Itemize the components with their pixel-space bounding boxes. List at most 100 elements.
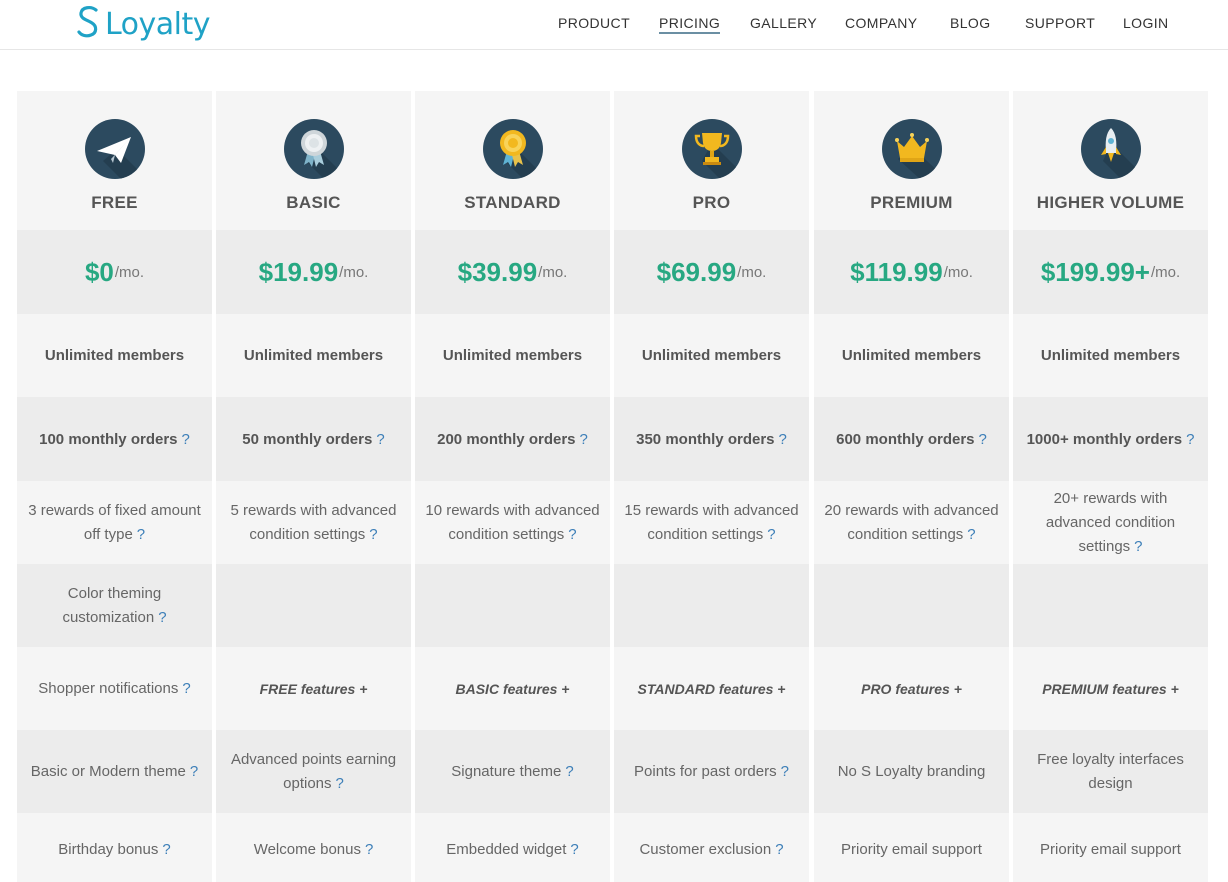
bonus-text: Embedded widget <box>446 840 567 858</box>
paper-plane-icon <box>84 119 145 179</box>
orders-cell: 200 monthly orders? <box>415 397 610 481</box>
price-period: /mo. <box>943 263 973 281</box>
members-text: Unlimited members <box>841 347 982 364</box>
rewards-text: 15 rewards with advanced condition setti… <box>624 501 799 543</box>
nav-login[interactable]: LOGIN <box>1123 15 1169 31</box>
help-icon[interactable]: ? <box>565 762 574 780</box>
price-period: /mo. <box>114 263 145 281</box>
silver-medal-icon <box>283 119 344 179</box>
help-icon[interactable]: ? <box>767 525 776 543</box>
rewards-cell: 20 rewards with advanced condition setti… <box>814 481 1009 564</box>
theming-cell <box>614 564 809 647</box>
help-icon[interactable]: ? <box>1134 537 1143 555</box>
notifications-cell: BASIC features + <box>415 647 610 730</box>
theme-text: Points for past orders <box>634 762 777 780</box>
help-icon[interactable]: ? <box>568 525 577 543</box>
help-icon[interactable]: ? <box>570 840 579 858</box>
plan-price: $19.99/mo. <box>216 230 411 314</box>
price-amount: $0 <box>84 256 114 287</box>
notifications-cell: PRO features + <box>814 647 1009 730</box>
help-icon[interactable]: ? <box>376 430 385 448</box>
orders-text: 200 monthly orders <box>437 430 576 448</box>
price-period: /mo. <box>1150 263 1181 281</box>
help-icon[interactable]: ? <box>162 840 171 858</box>
nav-pricing[interactable]: PRICING <box>659 15 721 34</box>
price-period: /mo. <box>737 263 767 281</box>
notifications-cell: PREMIUM features + <box>1013 647 1208 730</box>
pricing-table: FREE $0/mo. Unlimited members 100 monthl… <box>17 91 1209 882</box>
bonus-text: Birthday bonus <box>58 840 159 858</box>
theme-cell: Free loyalty interfaces design <box>1013 730 1208 813</box>
rewards-cell: 15 rewards with advanced condition setti… <box>614 481 809 564</box>
price-amount: $69.99 <box>656 256 737 287</box>
plan-column-standard: STANDARD $39.99/mo. Unlimited members 20… <box>415 91 610 882</box>
rocket-icon <box>1080 119 1141 179</box>
bonus-cell: Embedded widget? <box>415 813 610 882</box>
orders-cell: 50 monthly orders? <box>216 397 411 481</box>
bonus-text: Priority email support <box>841 840 982 858</box>
plan-column-pro: PRO $69.99/mo. Unlimited members 350 mon… <box>614 91 809 882</box>
plan-price: $69.99/mo. <box>614 230 809 314</box>
price-period: /mo. <box>339 263 369 281</box>
orders-text: 350 monthly orders <box>636 430 775 448</box>
price-amount: $19.99 <box>258 256 339 287</box>
rewards-cell: 3 rewards of fixed amount off type? <box>17 481 212 564</box>
help-icon[interactable]: ? <box>182 679 191 697</box>
theming-cell: Color theming customization? <box>17 564 212 647</box>
rewards-cell: 20+ rewards with advanced condition sett… <box>1013 481 1208 564</box>
help-icon[interactable]: ? <box>579 430 588 448</box>
theming-cell <box>216 564 411 647</box>
members-cell: Unlimited members <box>216 314 411 397</box>
theme-cell: Points for past orders? <box>614 730 809 813</box>
help-icon[interactable]: ? <box>1186 430 1195 448</box>
nav-gallery[interactable]: GALLERY <box>750 15 818 31</box>
help-icon[interactable]: ? <box>780 762 789 780</box>
theming-cell <box>1013 564 1208 647</box>
rewards-text: 20+ rewards with advanced condition sett… <box>1045 489 1176 555</box>
members-text: Unlimited members <box>641 347 782 364</box>
gold-medal-icon <box>482 119 543 179</box>
plan-column-free: FREE $0/mo. Unlimited members 100 monthl… <box>17 91 212 882</box>
plan-header: FREE <box>17 91 212 230</box>
theme-text: Basic or Modern theme <box>30 762 186 780</box>
plan-name: PRO <box>692 193 731 212</box>
members-cell: Unlimited members <box>415 314 610 397</box>
theme-cell: Basic or Modern theme? <box>17 730 212 813</box>
help-icon[interactable]: ? <box>136 525 146 543</box>
plan-header: PRO <box>614 91 809 230</box>
theming-text: Color theming customization <box>62 584 162 626</box>
price-amount: $199.99+ <box>1040 256 1150 287</box>
help-icon[interactable]: ? <box>364 840 374 858</box>
orders-cell: 350 monthly orders? <box>614 397 809 481</box>
help-icon[interactable]: ? <box>335 774 344 792</box>
help-icon[interactable]: ? <box>967 525 976 543</box>
orders-text: 600 monthly orders <box>836 430 975 448</box>
help-icon[interactable]: ? <box>158 608 167 626</box>
nav-company[interactable]: COMPANY <box>845 15 918 31</box>
plan-price: $39.99/mo. <box>415 230 610 314</box>
help-icon[interactable]: ? <box>181 430 190 448</box>
logo[interactable]: Loyalty <box>76 2 211 46</box>
help-icon[interactable]: ? <box>369 525 378 543</box>
theming-cell <box>814 564 1009 647</box>
help-icon[interactable]: ? <box>775 840 784 858</box>
nav-blog[interactable]: BLOG <box>950 15 991 31</box>
plan-name: BASIC <box>286 193 341 212</box>
crown-icon <box>881 119 942 179</box>
rewards-text: 5 rewards with advanced condition settin… <box>230 501 397 543</box>
plan-column-higher-volume: HIGHER VOLUME $199.99+/mo. Unlimited mem… <box>1013 91 1208 882</box>
plan-header: BASIC <box>216 91 411 230</box>
trophy-icon <box>681 119 742 179</box>
bonus-text: Welcome bonus <box>253 840 361 858</box>
nav-support[interactable]: SUPPORT <box>1025 15 1096 31</box>
notifications-cell: FREE features + <box>216 647 411 730</box>
members-text: Unlimited members <box>1040 347 1181 364</box>
bonus-cell: Welcome bonus? <box>216 813 411 882</box>
notifications-text: BASIC features + <box>455 680 570 697</box>
help-icon[interactable]: ? <box>778 430 787 448</box>
theme-cell: Advanced points earning options? <box>216 730 411 813</box>
help-icon[interactable]: ? <box>978 430 987 448</box>
nav-product[interactable]: PRODUCT <box>558 15 631 31</box>
help-icon[interactable]: ? <box>189 762 199 780</box>
notifications-text: Shopper notifications <box>38 679 179 697</box>
